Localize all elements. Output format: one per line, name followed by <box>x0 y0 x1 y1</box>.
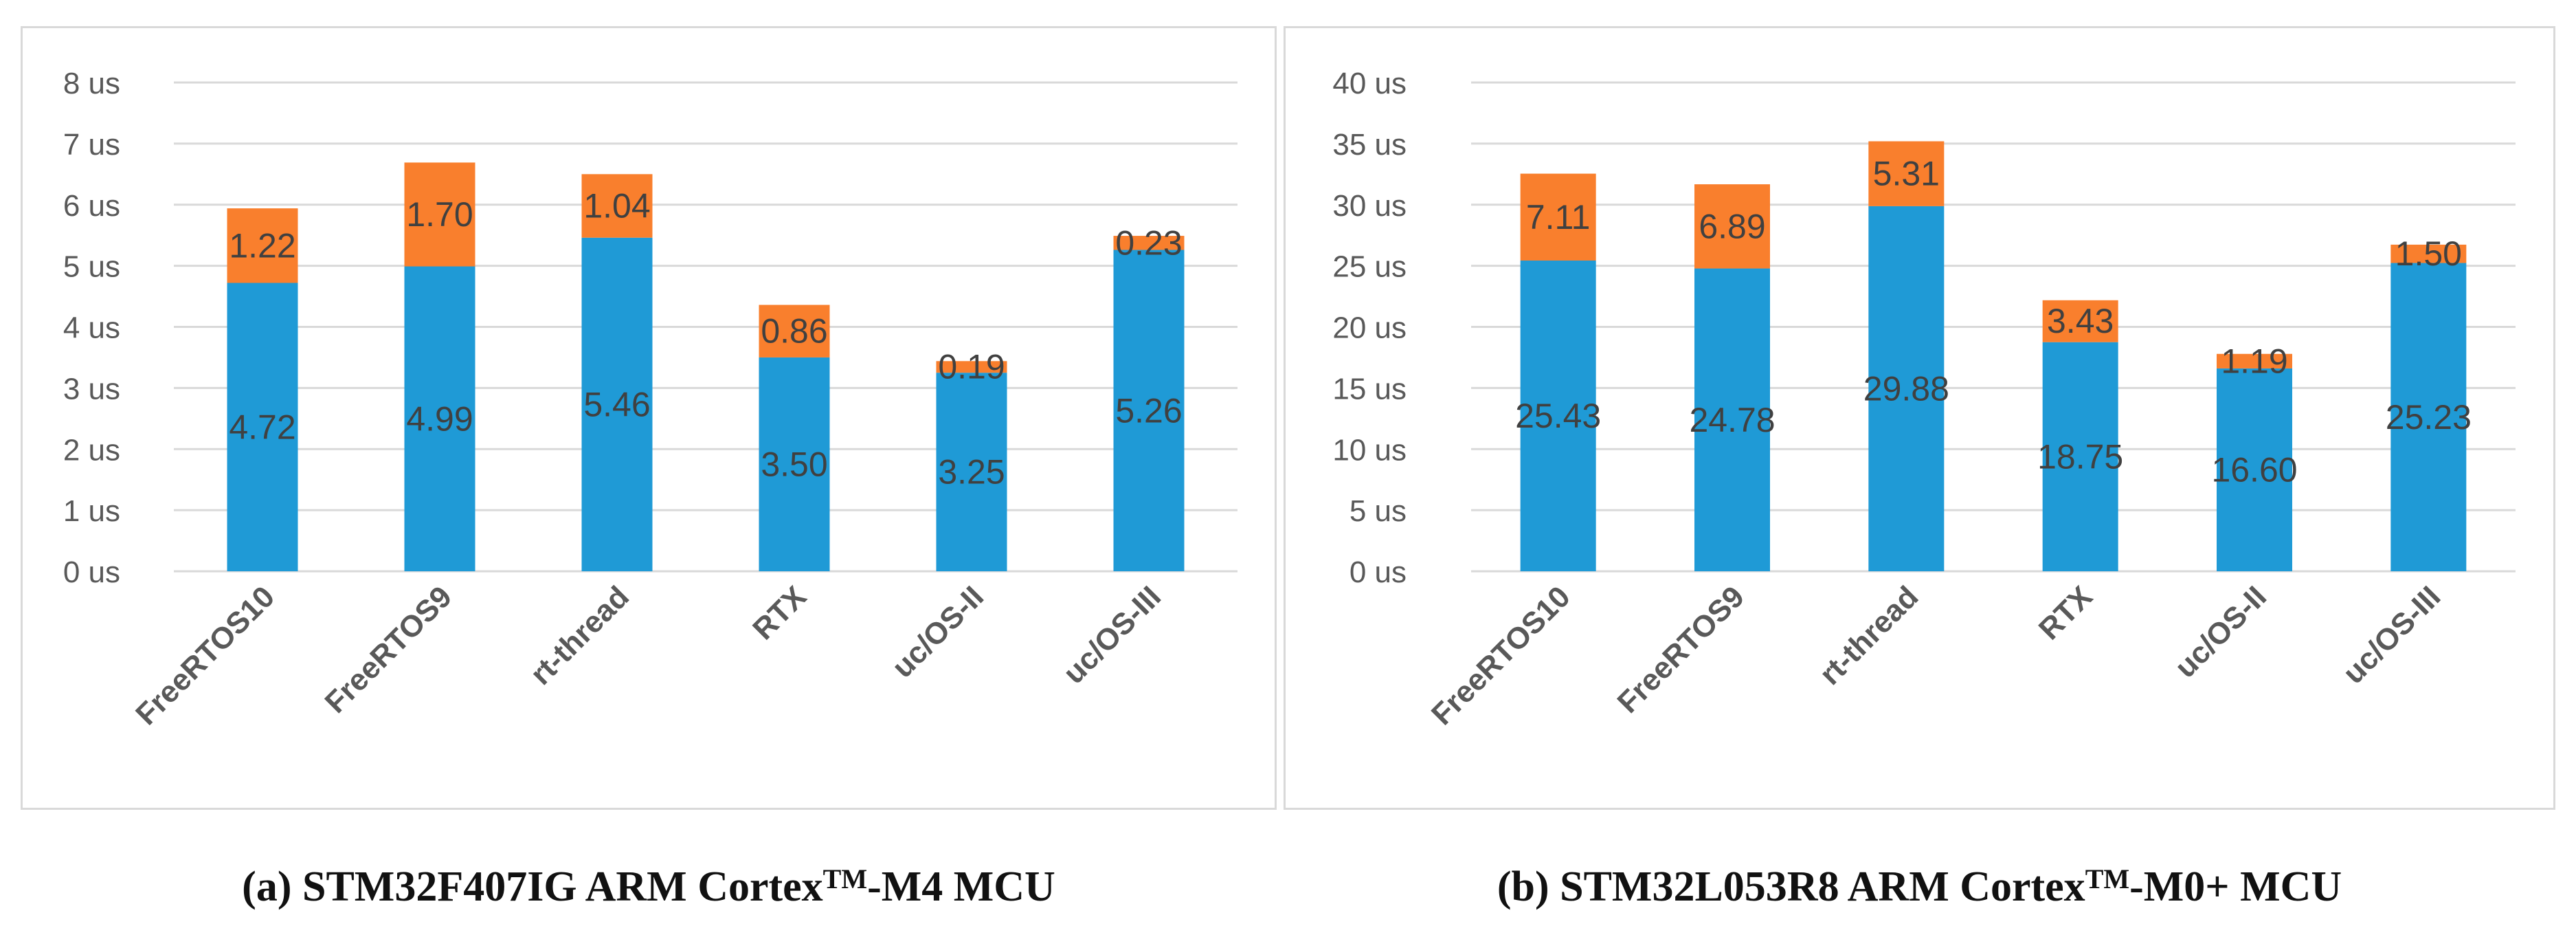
bar-segment-overhead <box>1113 236 1185 250</box>
category-label: FreeRTOS10 <box>129 580 281 731</box>
caption-a-tm: TM <box>822 863 868 894</box>
category-label: uc/OS-III <box>1057 580 1167 690</box>
caption-b-tm: TM <box>2085 863 2130 894</box>
chart-a: 0 us 1 us 2 us 3 us 4 us 5 us 6 us 7 us 8 us 4.72… <box>63 67 1237 731</box>
data-label: 3.43 <box>2047 302 2114 340</box>
data-label: 1.04 <box>583 187 650 225</box>
bar-segment-overhead <box>1868 141 1945 206</box>
category-label: rt-thread <box>524 580 636 692</box>
category-label: RTX <box>2032 580 2099 646</box>
caption-a: (a) STM32F407IG ARM CortexTM-M4 MCU <box>21 863 1277 912</box>
data-label: 4.99 <box>406 399 473 438</box>
y-tick-label: 35 us <box>1332 128 1407 162</box>
data-label: 1.70 <box>406 195 473 234</box>
data-label: 5.31 <box>1873 155 1940 193</box>
chart-b: 0 us 5 us 10 us 15 us 20 us 25 us 30 us 35 us 40… <box>1332 67 2516 731</box>
bar-segment-base <box>2390 263 2467 571</box>
caption-b-post: -M0+ MCU <box>2129 863 2342 910</box>
y-tick-label: 4 us <box>63 311 120 345</box>
category-label: uc/OS-III <box>2337 580 2448 690</box>
data-label: 4.72 <box>229 408 295 446</box>
y-tick-label: 0 us <box>63 555 120 589</box>
data-label: 0.86 <box>761 312 827 351</box>
data-label: 25.43 <box>1515 397 1601 435</box>
bar-segment-base <box>1868 206 1945 571</box>
category-label: uc/OS-II <box>2169 580 2273 684</box>
category-label: RTX <box>746 580 813 646</box>
bar-segment-base <box>936 373 1007 571</box>
bar-segment-overhead <box>2217 353 2292 368</box>
bar-segment-overhead <box>581 174 653 238</box>
data-label: 7.11 <box>1526 198 1591 236</box>
bar-segment-base <box>759 357 830 571</box>
bar-segment-base <box>1520 260 1596 571</box>
y-tick-label: 30 us <box>1332 189 1407 223</box>
category-label: FreeRTOS9 <box>319 580 459 720</box>
y-tick-label: 5 us <box>63 250 120 284</box>
caption-b: (b) STM32L053R8 ARM CortexTM-M0+ MCU <box>1284 863 2555 912</box>
data-label: 24.78 <box>1689 401 1775 439</box>
category-label: FreeRTOS10 <box>1425 580 1577 731</box>
y-tick-label: 15 us <box>1332 372 1407 406</box>
bar-segment-overhead <box>759 305 830 357</box>
y-tick-label: 0 us <box>1349 555 1407 589</box>
y-tick-label: 10 us <box>1332 433 1407 467</box>
data-label: 5.26 <box>1115 391 1182 430</box>
bar-segment-overhead <box>1694 184 1770 269</box>
caption-a-pre: (a) STM32F407IG ARM Cortex <box>242 863 823 910</box>
y-tick-label: 20 us <box>1332 311 1407 345</box>
category-label: FreeRTOS9 <box>1611 580 1751 720</box>
category-label: uc/OS-II <box>886 580 990 684</box>
data-label: 1.50 <box>2395 234 2462 273</box>
bar-segment-overhead <box>227 208 298 283</box>
caption-b-pre: (b) STM32L053R8 ARM Cortex <box>1497 863 2085 910</box>
y-tick-label: 3 us <box>63 372 120 406</box>
bar-segment-overhead <box>2042 300 2118 342</box>
data-label: 1.19 <box>2221 342 2287 380</box>
data-label: 29.88 <box>1863 369 1949 408</box>
bar-segment-base <box>404 266 475 571</box>
caption-a-post: -M4 MCU <box>867 863 1055 910</box>
y-tick-label: 40 us <box>1332 67 1407 100</box>
bar-segment-overhead <box>404 162 475 267</box>
bar-segment-base <box>1113 250 1185 571</box>
data-label: 0.19 <box>938 348 1005 386</box>
bar-segment-overhead <box>1520 173 1596 261</box>
data-label: 3.25 <box>938 453 1005 492</box>
chart-panel-b: 0 us 5 us 10 us 15 us 20 us 25 us 30 us 35 us 40… <box>1284 26 2555 810</box>
y-tick-label: 7 us <box>63 128 120 162</box>
bar-segment-base <box>227 283 298 571</box>
bar-segment-overhead <box>2390 244 2467 263</box>
y-tick-label: 5 us <box>1349 494 1407 528</box>
y-tick-label: 25 us <box>1332 250 1407 284</box>
bar-segment-base <box>2217 368 2292 571</box>
y-tick-label: 6 us <box>63 189 120 223</box>
y-tick-label: 8 us <box>63 67 120 100</box>
category-label: rt-thread <box>1813 580 1925 692</box>
bar-segment-base <box>581 237 653 571</box>
y-tick-label: 1 us <box>63 494 120 528</box>
data-label: 5.46 <box>583 385 650 423</box>
data-label: 3.50 <box>761 445 827 483</box>
data-label: 25.23 <box>2386 398 2472 437</box>
data-label: 6.89 <box>1699 207 1765 245</box>
data-label: 16.60 <box>2211 450 2297 489</box>
y-tick-label: 2 us <box>63 433 120 467</box>
bar-segment-base <box>2042 342 2118 571</box>
data-label: 0.23 <box>1115 223 1182 262</box>
bar-segment-overhead <box>936 361 1007 373</box>
data-label: 18.75 <box>2037 437 2123 476</box>
data-label: 1.22 <box>229 226 295 265</box>
chart-panel-a: 0 us 1 us 2 us 3 us 4 us 5 us 6 us 7 us 8 us 4.72… <box>21 26 1277 810</box>
bar-segment-base <box>1694 268 1770 571</box>
